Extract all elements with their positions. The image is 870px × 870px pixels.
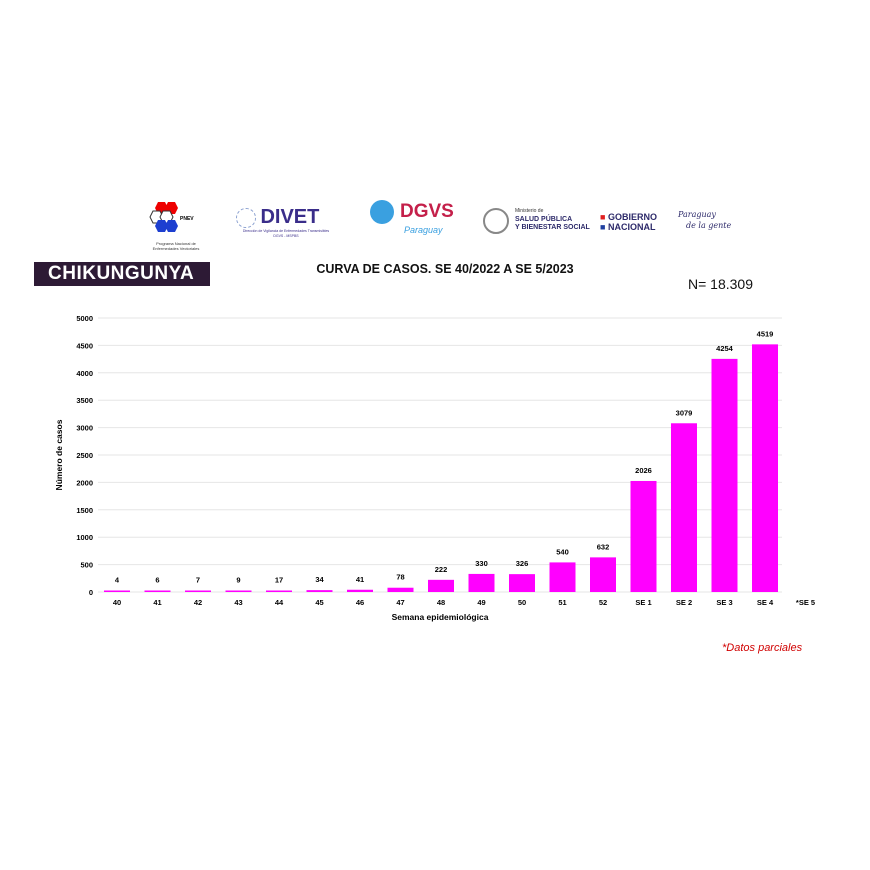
y-tick-label: 500 (80, 561, 93, 570)
divet-caption-1: Dirección de Vigilancia de Enfermedades … (242, 229, 330, 233)
bar-chart: 0 500 1000 1500 2000 2500 3000 3500 4000 4500 5000… (54, 314, 815, 622)
data-label: 4254 (716, 344, 734, 353)
bar (509, 574, 535, 592)
x-tick-label: 46 (356, 598, 364, 607)
data-label: 632 (597, 542, 610, 551)
pnev-logo: PNEV Programa Nacional de Enfermedades Ve… (148, 200, 208, 251)
divet-caption-2: DGVS - MSPBS (273, 234, 299, 238)
gobierno-logo: ■ GOBIERNO ■ NACIONAL (600, 212, 657, 232)
dgvs-logo: DGVS Paraguay (366, 198, 461, 242)
y-tick-label: 3000 (76, 424, 93, 433)
x-tick-label: 42 (194, 598, 202, 607)
gobierno-line-1: GOBIERNO (607, 212, 657, 222)
bar (752, 344, 778, 592)
bar (144, 590, 171, 592)
y-axis-label: Número de casos (54, 419, 64, 490)
bar (428, 579, 454, 592)
y-tick-label: 2000 (76, 478, 93, 487)
divet-name: DIVET (260, 206, 320, 228)
y-tick-label: 4500 (76, 341, 93, 350)
bar (549, 562, 576, 592)
pnev-caption: Programa Nacional de Enfermedades Vectori… (148, 241, 204, 251)
y-tick-label: 5000 (76, 314, 93, 323)
x-tick-label: 44 (275, 598, 284, 607)
x-tick-label: 50 (518, 598, 526, 607)
magnifier-icon (236, 207, 256, 228)
bar (306, 590, 333, 592)
x-tick-label: SE 2 (676, 598, 692, 607)
ministerio-line-1: SALUD PÚBLICA (515, 216, 573, 223)
x-tick-label: 40 (113, 598, 121, 607)
bar (468, 573, 495, 592)
y-tick-label: 1000 (76, 533, 93, 542)
hexagon-logo-icon: PNEV (149, 202, 194, 232)
y-tick-label: 2500 (76, 451, 93, 460)
dgvs-name: DGVS (400, 201, 454, 222)
data-label: 3079 (676, 408, 693, 417)
data-label: 34 (315, 575, 324, 584)
paraguay-logo: Paraguay de la gente (678, 209, 731, 231)
x-axis-label: Semana epidemiológica (392, 612, 489, 622)
y-tick-label: 0 (89, 588, 93, 597)
x-tick-label: 47 (396, 598, 404, 607)
pnev-caption-1: Programa Nacional de (156, 241, 196, 246)
bar (387, 587, 414, 592)
pnev-caption-2: Enfermedades Vectoriales (152, 246, 200, 251)
y-tick-label: 1500 (76, 506, 93, 515)
ministerio-logo: Ministerio de SALUD PÚBLICA Y BIENESTAR S… (483, 207, 598, 237)
data-label: 222 (435, 565, 448, 574)
x-tick-label: 48 (437, 598, 445, 607)
pnev-badge: PNEV (180, 216, 194, 222)
x-tick-label: SE 1 (635, 598, 651, 607)
seal-icon (483, 208, 509, 234)
data-label: 9 (236, 576, 240, 585)
data-label: 330 (475, 559, 488, 568)
y-tick-label: 3500 (76, 396, 93, 405)
x-tick-label: 49 (477, 598, 485, 607)
bar (185, 590, 211, 592)
data-label: 41 (356, 575, 364, 584)
red-square-icon: ■ (600, 212, 606, 222)
x-tick-label: *SE 5 (796, 598, 815, 607)
x-tick-label: 52 (599, 598, 607, 607)
data-label: 540 (556, 547, 569, 556)
data-label: 78 (396, 573, 404, 582)
data-label: 326 (516, 559, 529, 568)
dgvs-script: Paraguay (404, 225, 443, 235)
x-tick-label: 41 (153, 598, 161, 607)
x-tick-label: 43 (234, 598, 242, 607)
bar (590, 557, 616, 592)
x-tick-label: 45 (315, 598, 323, 607)
data-label: 17 (275, 576, 283, 585)
data-label: 4519 (757, 329, 774, 338)
paraguay-line-1: Paraguay (678, 210, 716, 219)
data-label: 2026 (635, 466, 652, 475)
bar (630, 480, 657, 592)
gobierno-line-2: NACIONAL (607, 222, 656, 232)
paraguay-line-2: de la gente (686, 221, 732, 230)
x-tick-label: SE 3 (716, 598, 732, 607)
ministerio-line-2: Y BIENESTAR SOCIAL (515, 224, 590, 231)
x-tick-label: 51 (558, 598, 566, 607)
chart-title: CURVA DE CASOS. SE 40/2022 A SE 5/2023 (316, 262, 574, 276)
bar (671, 423, 697, 592)
y-tick-label: 4000 (76, 369, 93, 378)
data-label: 7 (196, 576, 200, 585)
bar (225, 590, 252, 592)
blue-square-icon: ■ (600, 222, 606, 232)
partial-data-note: *Datos parciales (722, 642, 803, 654)
bar (266, 590, 292, 592)
disease-banner: CHIKUNGUNYA (34, 262, 210, 286)
globe-icon (370, 200, 394, 224)
ministerio-line-0: Ministerio de (515, 208, 544, 214)
x-tick-label: SE 4 (757, 598, 774, 607)
data-label: 6 (155, 576, 159, 585)
divet-logo: DIVET Dirección de Vigilancia de Enferme… (236, 206, 336, 239)
data-label: 4 (115, 576, 120, 585)
bar (711, 358, 738, 592)
total-cases: N= 18.309 (688, 276, 753, 292)
bar (104, 590, 130, 592)
bar (347, 589, 373, 592)
